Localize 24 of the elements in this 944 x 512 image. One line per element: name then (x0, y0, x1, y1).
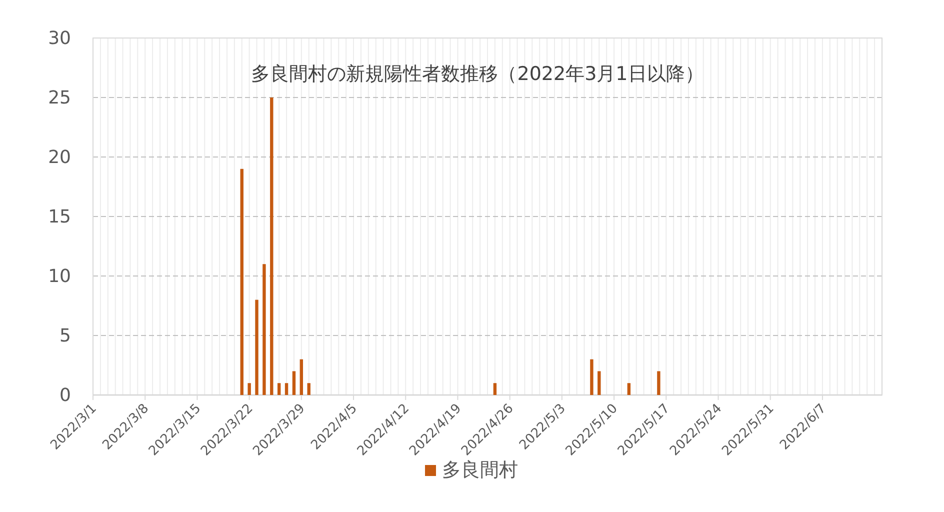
bar (262, 264, 266, 395)
bar (270, 98, 274, 395)
bar (590, 359, 594, 395)
bar (307, 383, 310, 395)
bar (240, 168, 244, 395)
bar (277, 383, 281, 395)
bar (627, 383, 631, 395)
y-tick-label: 25 (48, 88, 71, 108)
bar (292, 371, 296, 395)
bar (248, 383, 251, 395)
bar (284, 383, 288, 395)
bar (300, 359, 304, 395)
bar (657, 371, 660, 395)
y-tick-label: 20 (48, 147, 71, 168)
y-tick-label: 15 (48, 206, 71, 228)
y-tick-label: 5 (60, 326, 71, 346)
text: 多良間村の新規陽性者数推移（2022年3月1日以降） (251, 63, 704, 85)
bar (493, 383, 497, 395)
y-tick-label: 0 (60, 385, 71, 406)
y-tick-label: 30 (48, 28, 71, 49)
y-tick-label: 10 (48, 266, 71, 287)
bar (598, 371, 601, 395)
bar (255, 300, 258, 395)
legend-label: 多良間村 (442, 459, 518, 481)
